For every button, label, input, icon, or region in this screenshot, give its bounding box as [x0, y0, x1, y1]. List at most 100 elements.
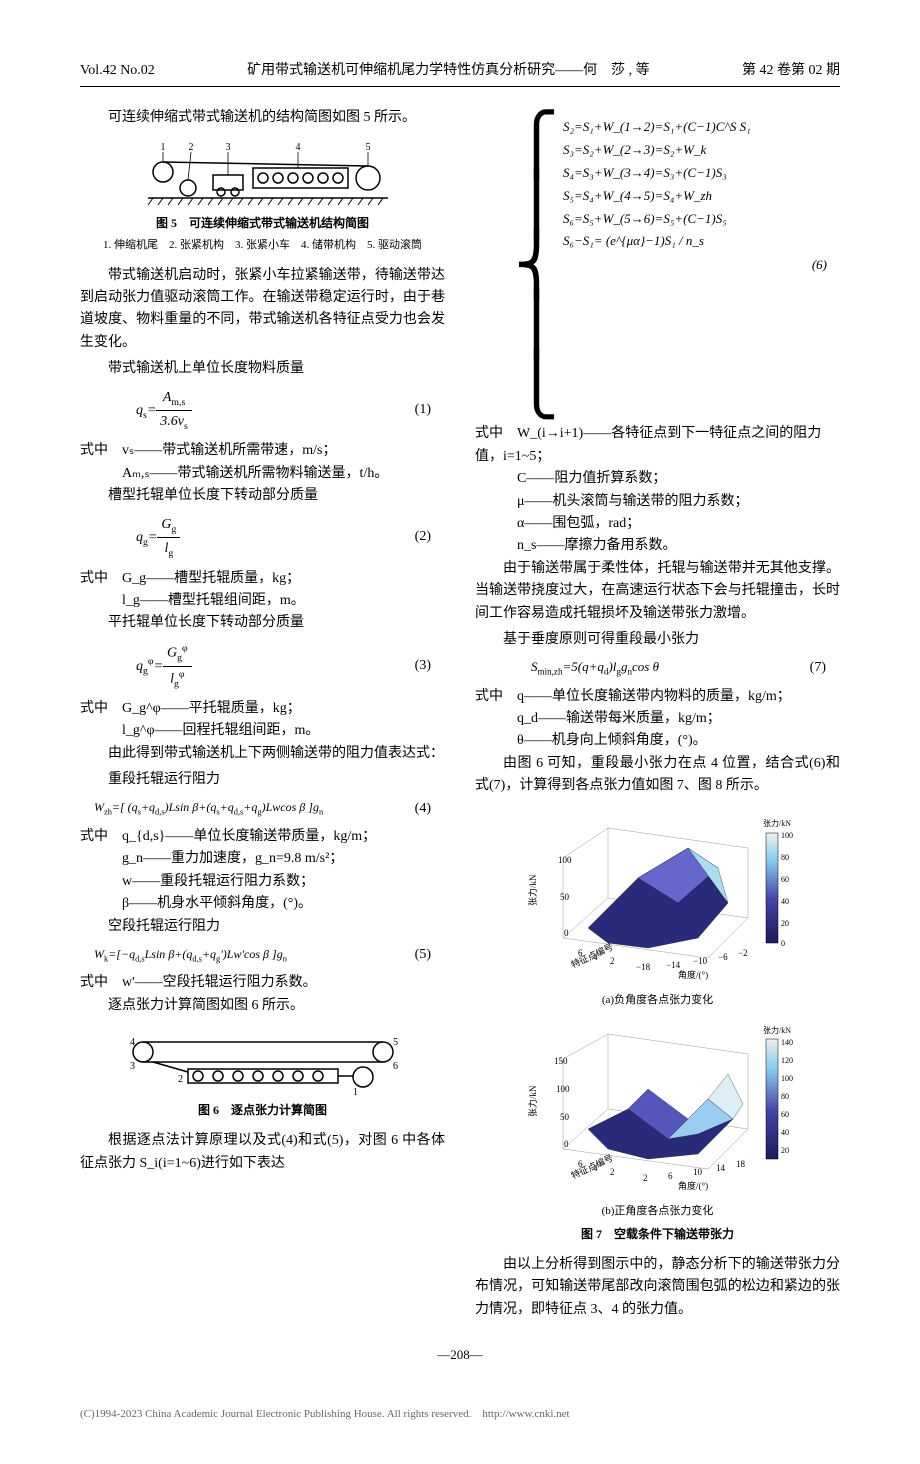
var-def: w——重段托辊运行阻力系数；	[80, 871, 445, 893]
svg-text:5: 5	[365, 142, 370, 153]
header-right: 第 42 卷第 02 期	[742, 60, 840, 82]
svg-text:6: 6	[578, 948, 583, 958]
var-def: 式中 W_(i→i+1)——各特征点到下一特征点之间的阻力值，i=1~5；	[475, 423, 840, 468]
svg-text:20: 20	[781, 1146, 789, 1155]
equation-4: Wzh=[ (qs+qd,s)Lsin β+(qs+qd,s+qg)Lwcos …	[80, 798, 445, 820]
fig5-diagram: 12 345	[133, 140, 393, 210]
svg-text:张力/kN: 张力/kN	[527, 1085, 538, 1117]
fig6-caption: 图 6 逐点张力计算简图	[80, 1101, 445, 1120]
equation-5: Wk=[−qd,sLsin β+(qd,s+qg')Lw'cos β ]gn (…	[80, 944, 445, 966]
svg-text:80: 80	[781, 853, 789, 862]
paragraph: 由以上分析得到图示中的，静态分析下的输送带张力分布情况，可知输送带尾部改向滚筒围…	[475, 1254, 840, 1321]
var-def: Aₘ,ₛ——带式输送机所需物料输送量，t/h。	[80, 463, 445, 485]
page-number: —208—	[80, 1345, 840, 1366]
right-column: ⎧⎪⎨⎪⎩ S₂=S₁+W_(1→2)=S₁+(C−1)C^S S₁ S₃=S₂…	[475, 107, 840, 1325]
equation-7: Smin,zh=5(q+qd)lggncos θ (7)	[475, 657, 840, 679]
svg-text:张力/kN: 张力/kN	[763, 1025, 791, 1035]
svg-text:4: 4	[130, 1037, 135, 1048]
svg-text:60: 60	[781, 1110, 789, 1119]
svg-text:−18: −18	[636, 962, 651, 972]
svg-text:2: 2	[610, 956, 615, 966]
svg-text:2: 2	[178, 1074, 183, 1085]
eq-line: S₅=S₄+W_(4→5)=S₄+W_zh	[563, 186, 812, 207]
equation-3: qgφ=Ggφlgφ (3)	[80, 641, 445, 692]
paragraph: 可连续伸缩式带式输送机的结构简图如图 5 所示。	[80, 107, 445, 129]
eq-line: S₃=S₂+W_(2→3)=S₂+W_k	[563, 140, 812, 161]
fig5-legend: 1. 伸缩机尾 2. 张紧机构 3. 张紧小车 4. 储带机构 5. 驱动滚筒	[80, 237, 445, 255]
equation-6: ⎧⎪⎨⎪⎩ S₂=S₁+W_(1→2)=S₁+(C−1)C^S S₁ S₃=S₂…	[475, 115, 840, 415]
figure-7b: 张力/kN 150100500 特征点编号 642 角度/(°) 2610141…	[475, 1019, 840, 1244]
var-def: 式中 q——单位长度输送带内物料的质量，kg/m；	[475, 686, 840, 708]
svg-text:0: 0	[564, 1139, 569, 1149]
var-def: 式中 q_{d,s}——单位长度输送带质量，kg/m；	[80, 826, 445, 848]
svg-text:100: 100	[558, 855, 572, 865]
var-def: 式中 w'——空段托辊运行阻力系数。	[80, 972, 445, 994]
svg-text:40: 40	[781, 897, 789, 906]
svg-text:140: 140	[781, 1038, 793, 1047]
chart-7a-svg: 张力/kN 100500 特征点编号 642 角度/(°) −18−14−10−…	[518, 808, 798, 988]
svg-text:6: 6	[393, 1061, 398, 1072]
fig7-caption: 图 7 空载条件下输送带张力	[475, 1225, 840, 1244]
page-header: Vol.42 No.02 矿用带式输送机可伸缩机尾力学特性仿真分析研究——何 莎…	[80, 60, 840, 87]
eq-line: S₆=S₅+W_(5→6)=S₅+(C−1)S₅	[563, 209, 812, 230]
svg-text:150: 150	[554, 1056, 568, 1066]
svg-text:50: 50	[560, 892, 570, 902]
paragraph: 带式输送机上单位长度物料质量	[80, 358, 445, 380]
var-def: 式中 G_g——槽型托辊质量，kg；	[80, 568, 445, 590]
svg-text:1: 1	[353, 1087, 358, 1097]
svg-text:−10: −10	[693, 956, 708, 966]
svg-text:4: 4	[593, 952, 598, 962]
figure-6: 43 56 21 图 6 逐点张力计算简图	[80, 1027, 445, 1120]
fig7a-caption: (a)负角度各点张力变化	[475, 992, 840, 1010]
figure-5: 12 345 图 5 可连续伸缩式带式输送机结构简图 1. 伸缩机尾 2. 张紧…	[80, 140, 445, 255]
svg-text:40: 40	[781, 1128, 789, 1137]
svg-text:60: 60	[781, 875, 789, 884]
chart-7b-svg: 张力/kN 150100500 特征点编号 642 角度/(°) 2610141…	[518, 1019, 798, 1199]
svg-text:80: 80	[781, 1092, 789, 1101]
header-center: 矿用带式输送机可伸缩机尾力学特性仿真分析研究——何 莎 , 等	[247, 60, 650, 82]
header-left: Vol.42 No.02	[80, 60, 155, 82]
var-def: 式中 vₛ——带式输送机所需带速，m/s；	[80, 440, 445, 462]
svg-text:角度/(°): 角度/(°)	[678, 969, 708, 980]
svg-text:−14: −14	[666, 960, 681, 970]
var-def: μ——机头滚筒与输送带的阻力系数；	[475, 491, 840, 513]
fig6-diagram: 43 56 21	[118, 1027, 408, 1097]
paragraph: 槽型托辊单位长度下转动部分质量	[80, 485, 445, 507]
svg-text:张力/kN: 张力/kN	[527, 874, 538, 906]
svg-text:5: 5	[393, 1037, 398, 1048]
svg-text:1: 1	[160, 142, 165, 153]
var-def: 式中 G_g^φ——平托辊质量，kg；	[80, 698, 445, 720]
svg-text:20: 20	[781, 919, 789, 928]
svg-text:2: 2	[643, 1173, 648, 1183]
svg-text:0: 0	[781, 939, 785, 948]
eq-line: S₆−S₁= (e^{μα}−1)S₁ / n_s	[563, 231, 812, 252]
svg-text:100: 100	[781, 1074, 793, 1083]
var-def: β——机身水平倾斜角度，(°)。	[80, 893, 445, 915]
eq-line: S₄=S₃+W_(3→4)=S₃+(C−1)S₃	[563, 163, 812, 184]
svg-text:4: 4	[593, 1163, 598, 1173]
svg-text:特征点编号: 特征点编号	[569, 940, 614, 969]
paragraph: 根据逐点法计算原理以及式(4)和式(5)，对图 6 中各体征点张力 S_i(i=…	[80, 1130, 445, 1175]
paragraph: 基于垂度原则可得重段最小张力	[475, 629, 840, 651]
svg-text:2: 2	[188, 142, 193, 153]
paragraph: 带式输送机启动时，张紧小车拉紧输送带，待输送带达到启动张力值驱动滚筒工作。在输送…	[80, 265, 445, 355]
fig7b-caption: (b)正角度各点张力变化	[475, 1203, 840, 1221]
var-def: l_g^φ——回程托辊组间距，m。	[80, 720, 445, 742]
svg-text:4: 4	[295, 142, 300, 153]
svg-text:10: 10	[693, 1167, 703, 1177]
var-def: n_s——摩擦力备用系数。	[475, 535, 840, 557]
paragraph: 由图 6 可知，重段最小张力在点 4 位置，结合式(6)和式(7)，计算得到各点…	[475, 753, 840, 798]
var-def: l_g——槽型托辊组间距，m。	[80, 590, 445, 612]
main-content: 可连续伸缩式带式输送机的结构简图如图 5 所示。	[80, 107, 840, 1325]
paragraph: 由此得到带式输送机上下两侧输送带的阻力值表达式：	[80, 743, 445, 765]
svg-text:120: 120	[781, 1056, 793, 1065]
left-column: 可连续伸缩式带式输送机的结构简图如图 5 所示。	[80, 107, 445, 1325]
fig5-caption: 图 5 可连续伸缩式带式输送机结构简图	[80, 214, 445, 233]
svg-text:6: 6	[578, 1159, 583, 1169]
var-def: θ——机身向上倾斜角度，(°)。	[475, 730, 840, 752]
eq-line: S₂=S₁+W_(1→2)=S₁+(C−1)C^S S₁	[563, 117, 812, 138]
paragraph: 逐点张力计算简图如图 6 所示。	[80, 995, 445, 1017]
svg-text:2: 2	[610, 1167, 615, 1177]
svg-text:14: 14	[716, 1163, 726, 1173]
svg-text:100: 100	[781, 831, 793, 840]
